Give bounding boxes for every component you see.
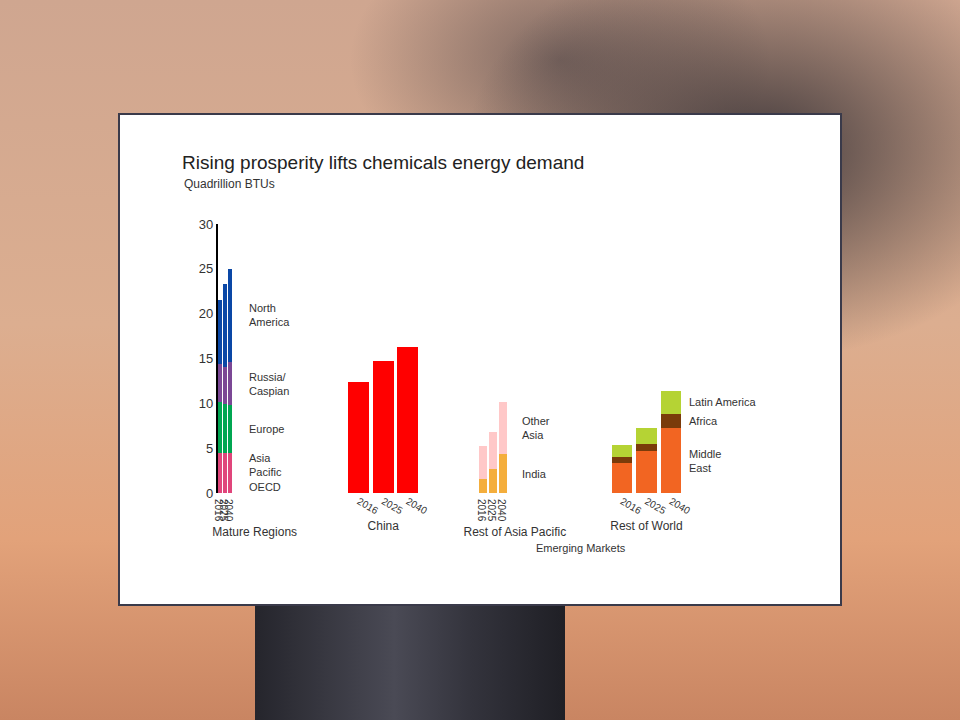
- svg-text:Russia/Caspian: Russia/Caspian: [249, 371, 289, 397]
- svg-text:2025: 2025: [218, 499, 229, 522]
- svg-text:India: India: [522, 468, 547, 480]
- svg-text:AsiaPacificOECD: AsiaPacificOECD: [249, 452, 282, 493]
- svg-text:5: 5: [206, 441, 213, 456]
- svg-text:Latin America: Latin America: [689, 396, 757, 408]
- svg-text:20: 20: [199, 306, 213, 321]
- svg-text:2025: 2025: [643, 496, 668, 517]
- svg-text:2016: 2016: [355, 496, 380, 517]
- svg-text:Africa: Africa: [689, 415, 718, 427]
- svg-text:2016: 2016: [476, 499, 487, 522]
- svg-text:OtherAsia: OtherAsia: [522, 415, 550, 441]
- svg-text:2025: 2025: [486, 499, 497, 522]
- svg-text:0: 0: [206, 486, 213, 501]
- svg-text:25: 25: [199, 261, 213, 276]
- svg-text:15: 15: [199, 351, 213, 366]
- svg-text:Europe: Europe: [249, 423, 284, 435]
- svg-text:2040: 2040: [223, 499, 234, 522]
- svg-text:Rising prosperity lifts chemic: Rising prosperity lifts chemicals energy…: [182, 152, 584, 173]
- svg-text:Mature Regions: Mature Regions: [212, 525, 297, 539]
- svg-text:30: 30: [199, 217, 213, 232]
- svg-text:2016: 2016: [619, 496, 644, 517]
- svg-text:Rest of World: Rest of World: [610, 519, 682, 533]
- svg-text:2040: 2040: [667, 496, 692, 517]
- svg-text:Emerging Markets: Emerging Markets: [536, 542, 626, 554]
- svg-text:2016: 2016: [213, 499, 224, 522]
- svg-text:NorthAmerica: NorthAmerica: [249, 302, 290, 328]
- svg-text:Rest of Asia Pacific: Rest of Asia Pacific: [464, 525, 567, 539]
- svg-text:10: 10: [199, 396, 213, 411]
- svg-text:MiddleEast: MiddleEast: [689, 448, 721, 474]
- svg-text:2040: 2040: [404, 496, 429, 517]
- svg-text:Quadrillion BTUs: Quadrillion BTUs: [184, 177, 275, 191]
- svg-text:2025: 2025: [380, 496, 405, 517]
- svg-text:China: China: [368, 519, 400, 533]
- svg-text:2040: 2040: [496, 499, 507, 522]
